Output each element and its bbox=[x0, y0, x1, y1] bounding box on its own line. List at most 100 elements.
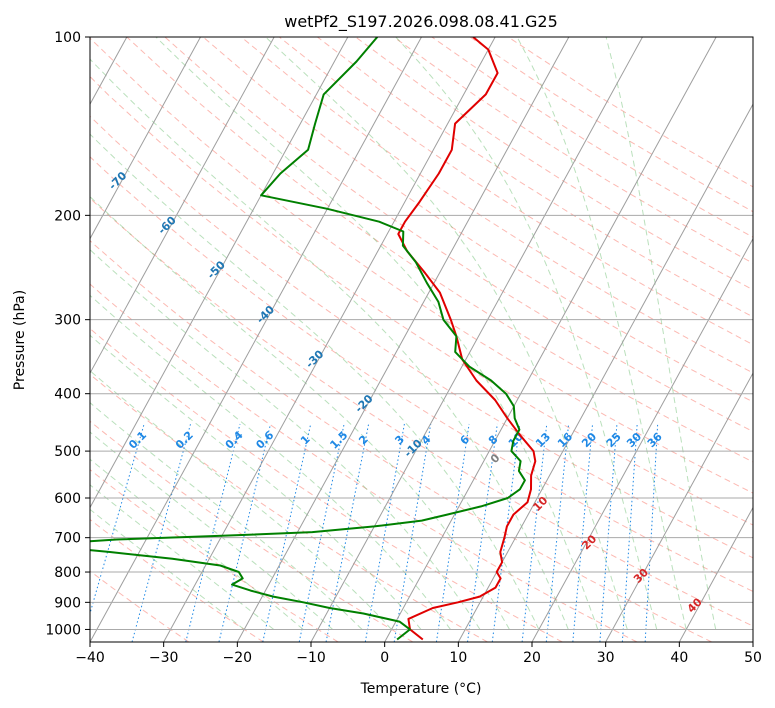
moist-adiabat-line bbox=[90, 249, 481, 630]
dry-adiabat-line bbox=[90, 37, 753, 494]
mixing-ratio-line bbox=[521, 423, 548, 642]
temperature-profile-line bbox=[397, 37, 537, 641]
mixing-ratio-label: 0.4 bbox=[223, 428, 246, 451]
mixing-ratio-label: 20 bbox=[579, 430, 599, 450]
x-tick-label: −10 bbox=[296, 650, 326, 666]
dry-adiabat-line bbox=[90, 570, 190, 642]
mixing-ratio-line bbox=[90, 423, 145, 616]
moist-adiabat-line bbox=[90, 458, 304, 630]
moist-adiabat-line bbox=[90, 58, 569, 630]
dry-adiabat-line bbox=[202, 37, 753, 403]
moist-adiabat-line bbox=[90, 484, 275, 630]
moist-adiabat-line bbox=[90, 431, 333, 630]
isotherm-line bbox=[236, 37, 570, 642]
x-tick-label: −30 bbox=[149, 650, 179, 666]
x-tick-label: 10 bbox=[449, 650, 467, 666]
moist-adiabat-line bbox=[155, 37, 599, 630]
isotherm-line bbox=[163, 37, 496, 642]
dry-adiabat-line bbox=[90, 156, 753, 593]
mixing-ratio-line bbox=[325, 423, 370, 642]
moist-adiabat-line bbox=[90, 133, 540, 630]
moist-adiabat-line bbox=[605, 37, 717, 630]
mixing-ratio-line bbox=[262, 423, 312, 642]
x-tick-label: 0 bbox=[380, 650, 389, 666]
mixing-ratio-label: 30 bbox=[624, 430, 644, 450]
mixing-ratio-line bbox=[491, 423, 521, 642]
mixing-ratio-label: 25 bbox=[604, 430, 624, 450]
moist-adiabat-line bbox=[90, 402, 363, 630]
mixing-ratio-line bbox=[185, 423, 241, 642]
isotherm-line bbox=[310, 37, 643, 642]
dry-adiabat-line bbox=[317, 37, 753, 318]
dry-adiabat-line bbox=[278, 37, 753, 346]
moist-adiabat-line bbox=[90, 294, 451, 630]
isotherm-line bbox=[531, 237, 753, 642]
isotherm-line bbox=[90, 37, 201, 240]
isotherms bbox=[90, 37, 753, 642]
pressure-gridlines bbox=[90, 37, 753, 630]
wet-bulb-label: 40 bbox=[685, 595, 705, 615]
mixing-ratio-line bbox=[393, 423, 432, 642]
x-axis-label: Temperature (°C) bbox=[360, 681, 482, 697]
dry-adiabat-line bbox=[90, 240, 712, 642]
x-axis: −40 −30 −20 −10 0 10 20 30 40 50 bbox=[75, 642, 762, 666]
mixing-ratio-label: 36 bbox=[645, 430, 665, 450]
y-tick-label: 800 bbox=[54, 565, 81, 581]
mixing-ratio-label: 3 bbox=[392, 433, 407, 448]
y-tick-label: 700 bbox=[54, 531, 81, 547]
x-tick-label: 20 bbox=[523, 650, 541, 666]
moist-adiabat-line bbox=[265, 37, 628, 630]
wet-bulb-label: 30 bbox=[631, 566, 651, 586]
mixing-ratio-line bbox=[218, 423, 272, 642]
mixing-ratio-line bbox=[435, 423, 470, 642]
dry-adiabat-line bbox=[393, 37, 753, 264]
y-axis: 1000 900 800 700 600 500 400 300 200 100 bbox=[45, 30, 90, 638]
mixing-ratio-label: 2 bbox=[356, 433, 371, 448]
x-tick-label: −20 bbox=[223, 650, 253, 666]
moist-adiabat-line bbox=[90, 334, 422, 630]
dry-adiabat-line bbox=[90, 469, 339, 642]
mixing-ratio-line bbox=[467, 423, 498, 642]
mixing-ratio-line bbox=[131, 423, 192, 642]
mixing-ratio-label: 6 bbox=[458, 433, 473, 448]
dry-adiabat-line bbox=[90, 373, 488, 642]
mixing-ratio-line bbox=[644, 423, 659, 642]
chart-title: wetPf2_S197.2026.098.08.41.G25 bbox=[284, 12, 558, 32]
mixing-ratio-line bbox=[364, 423, 405, 642]
x-tick-label: 40 bbox=[670, 650, 688, 666]
isotherm-line bbox=[457, 103, 753, 642]
mixing-ratio-line bbox=[572, 423, 594, 642]
y-tick-label: 500 bbox=[54, 444, 81, 460]
mixing-ratio-line bbox=[621, 423, 638, 642]
moist-adiabat-line bbox=[516, 37, 687, 630]
dry-adiabat-line bbox=[126, 37, 753, 463]
plot-frame bbox=[89, 36, 754, 643]
dry-adiabat-line bbox=[164, 37, 753, 433]
dewpoint-profile-line bbox=[90, 37, 526, 641]
x-tick-label: 30 bbox=[597, 650, 615, 666]
isotherm-line bbox=[678, 506, 753, 642]
isotherm-label: -90 bbox=[8, 80, 31, 103]
dry-adiabat-line bbox=[90, 327, 563, 642]
moist-adiabat-line bbox=[90, 508, 245, 630]
moist-adiabat-line bbox=[395, 37, 658, 630]
mixing-ratio-line bbox=[545, 423, 570, 642]
profile-series bbox=[90, 37, 537, 641]
mixing-ratio-label: 1.5 bbox=[327, 429, 350, 452]
y-tick-label: 300 bbox=[54, 313, 81, 329]
y-tick-label: 400 bbox=[54, 387, 81, 403]
y-axis-label: Pressure (hPa) bbox=[12, 290, 28, 390]
plot-area: -100-90-80-70-60-50-40-30-20-100.10.20.4… bbox=[8, 37, 753, 642]
y-tick-label: 1000 bbox=[45, 622, 81, 638]
dry-adiabat-line bbox=[90, 197, 753, 627]
y-tick-label: 600 bbox=[54, 491, 81, 507]
wet-bulb-label: 10 bbox=[530, 494, 550, 514]
y-tick-label: 100 bbox=[54, 30, 81, 46]
dry-adiabat-line bbox=[507, 37, 753, 188]
dry-adiabat-line bbox=[355, 37, 753, 291]
isotherm-line bbox=[384, 37, 717, 642]
dry-adiabat-line bbox=[90, 115, 753, 559]
y-tick-label: 900 bbox=[54, 595, 81, 611]
moist-adiabat-line bbox=[90, 195, 510, 630]
